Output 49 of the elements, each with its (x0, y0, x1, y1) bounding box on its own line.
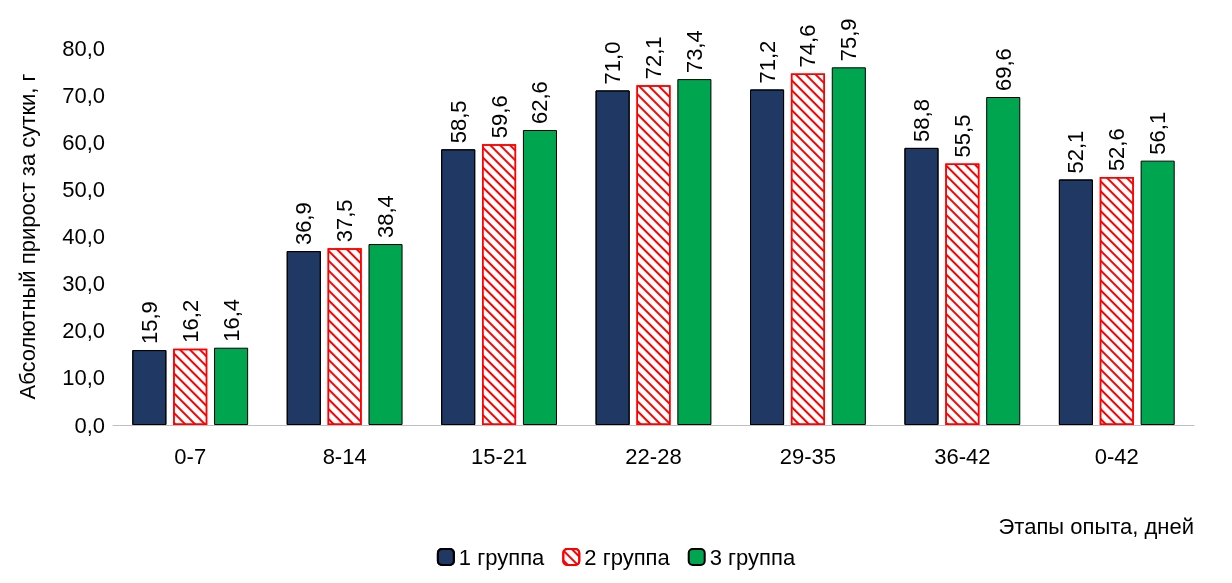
bar (522, 130, 557, 425)
data-label: 15,9 (136, 301, 162, 345)
x-tick-label: 8-14 (322, 443, 367, 469)
data-label: 62,6 (527, 81, 553, 124)
bar (986, 97, 1021, 425)
data-label: 73,4 (681, 30, 707, 74)
data-label: 52,6 (1104, 128, 1130, 172)
x-tick-label: 0-7 (174, 443, 207, 469)
bar (214, 347, 249, 425)
bar (677, 79, 712, 425)
x-tick-label: 15-21 (470, 443, 528, 469)
legend-label: 1 группа (458, 544, 546, 570)
data-label: 75,9 (836, 18, 862, 62)
y-tick-label: 70,0 (62, 82, 105, 108)
data-label: 71,2 (754, 40, 780, 84)
y-tick-label: 40,0 (62, 224, 105, 249)
x-tick-label: 36-42 (934, 443, 991, 469)
x-axis-title: Этапы опыта, дней (998, 513, 1194, 539)
legend-label: 3 группа (709, 544, 796, 570)
data-label: 55,5 (949, 114, 975, 158)
bar (831, 67, 866, 425)
data-label: 72,1 (641, 36, 666, 80)
data-label: 71,0 (600, 41, 626, 85)
y-tick-label: 10,0 (62, 365, 105, 391)
data-label: 16,4 (218, 298, 244, 342)
data-label: 37,5 (332, 199, 358, 243)
x-tick-label: 22-28 (625, 443, 682, 469)
y-tick-label: 20,0 (62, 318, 105, 344)
y-axis-title: Абсолютный прирост за сутки, г (14, 73, 40, 400)
data-label: 74,6 (795, 24, 821, 68)
y-tick-label: 60,0 (62, 129, 105, 155)
y-tick-label: 80,0 (62, 35, 105, 61)
y-tick-label: 0,0 (74, 412, 105, 438)
bar (1140, 160, 1175, 425)
legend-label: 2 группа (584, 544, 671, 570)
data-label: 58,8 (908, 99, 934, 142)
data-label: 58,5 (445, 100, 471, 144)
data-label: 56,1 (1145, 111, 1171, 155)
data-label: 16,2 (177, 299, 203, 343)
data-label: 52,1 (1063, 130, 1089, 174)
x-tick-label: 0-42 (1094, 443, 1139, 469)
bar (368, 244, 403, 425)
y-tick-label: 50,0 (62, 176, 105, 202)
y-tick-label: 30,0 (62, 271, 105, 297)
x-tick-label: 29-35 (779, 443, 837, 469)
data-label: 69,6 (990, 48, 1016, 92)
data-label: 59,6 (486, 95, 512, 139)
data-label: 36,9 (291, 202, 317, 246)
data-label: 38,4 (373, 195, 399, 239)
